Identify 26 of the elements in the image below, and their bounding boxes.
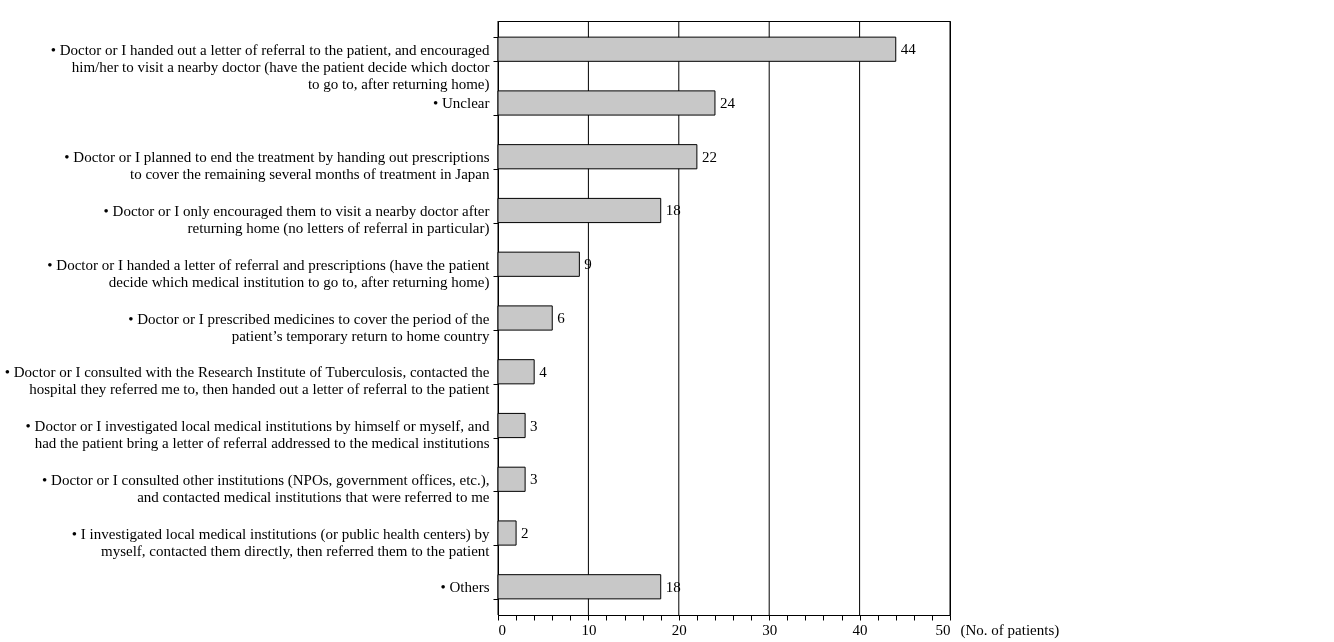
data-label: 6 — [557, 310, 566, 326]
data-label: 4 — [539, 363, 548, 380]
y-tick-label: • Doctor or I prescribed medicines to cover the period of the patient’s temporary return to home country — [128, 310, 490, 344]
y-tick-label: • Doctor or I consulted with the Research Institute of Tuberculosis, contacted the hospital they referred me to, then handed out a letter of referral to the patient — [4, 364, 491, 398]
data-label: 2 — [521, 525, 529, 542]
x-tick-label: 40 — [852, 621, 868, 638]
x-axis-title: (No. of patients) — [960, 621, 1060, 639]
data-label: 44 — [900, 41, 917, 58]
x-tick-label: 10 — [581, 621, 597, 638]
y-tick-label: • Unclear — [433, 95, 490, 112]
x-tick-label: 0 — [498, 621, 506, 638]
y-tick-label: • Doctor or I only encouraged them to visit a nearby doctor after returning home (no letters of referral in particular) — [103, 202, 490, 237]
y-tick-label: • Doctor or I planned to end the treatment by handing out prescriptions to cover the remaining several months of treatment in Japan — [64, 149, 490, 183]
data-label: 3 — [530, 417, 538, 434]
y-tick-label: • I investigated local medical institutions (or public health centers) by myself, contacted them directly, then referred them to the patient — [71, 525, 491, 559]
data-label: 24 — [719, 94, 736, 111]
x-tick-label: 30 — [762, 621, 778, 638]
y-tick-label: • Doctor or I handed out a letter of referral to the patient, and encouraged him/her to visit a nearby doctor (have the patient decide which doctor to go to, after returning home) — [50, 41, 490, 93]
y-tick-label: • Others — [440, 579, 490, 596]
x-tick-label: 50 — [935, 621, 951, 638]
data-label: 22 — [701, 148, 717, 165]
y-tick-label: • Doctor or I handed a letter of referral and prescriptions (have the patient decide which medical institution to go to, after returning home) — [47, 256, 491, 291]
data-label: 3 — [530, 471, 538, 488]
y-tick-label: • Doctor or I consulted other institutions (NPOs, government offices, etc.), and contacted medical institutions that were referred to me — [42, 471, 490, 505]
y-tick-label: • Doctor or I investigated local medical institutions by himself or myself, and had the patient bring a letter of referral addressed to the medical institutions — [25, 418, 490, 452]
x-tick-label: 20 — [671, 621, 687, 638]
